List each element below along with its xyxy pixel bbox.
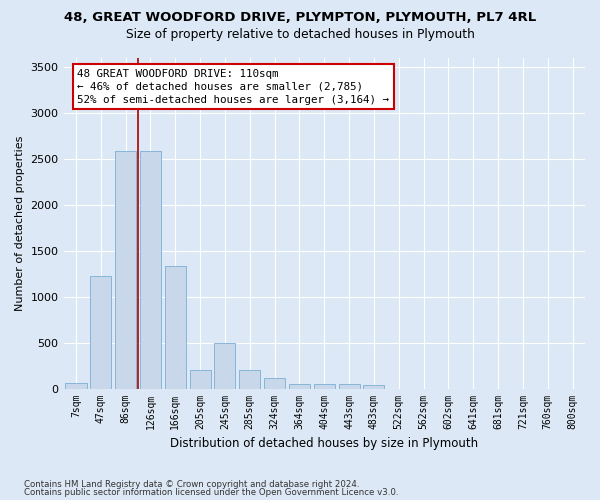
Text: 48, GREAT WOODFORD DRIVE, PLYMPTON, PLYMOUTH, PL7 4RL: 48, GREAT WOODFORD DRIVE, PLYMPTON, PLYM… xyxy=(64,11,536,24)
Bar xyxy=(65,384,86,388)
Bar xyxy=(239,370,260,388)
Y-axis label: Number of detached properties: Number of detached properties xyxy=(15,136,25,310)
Bar xyxy=(289,384,310,388)
Text: 48 GREAT WOODFORD DRIVE: 110sqm
← 46% of detached houses are smaller (2,785)
52%: 48 GREAT WOODFORD DRIVE: 110sqm ← 46% of… xyxy=(77,68,389,105)
Bar xyxy=(140,152,161,388)
Bar xyxy=(264,378,285,388)
Bar xyxy=(190,370,211,388)
Text: Contains HM Land Registry data © Crown copyright and database right 2024.: Contains HM Land Registry data © Crown c… xyxy=(24,480,359,489)
Bar xyxy=(364,385,385,388)
Bar xyxy=(214,344,235,388)
Bar xyxy=(115,152,136,388)
Bar xyxy=(314,384,335,388)
Text: Contains public sector information licensed under the Open Government Licence v3: Contains public sector information licen… xyxy=(24,488,398,497)
Bar xyxy=(90,276,112,388)
Text: Size of property relative to detached houses in Plymouth: Size of property relative to detached ho… xyxy=(125,28,475,41)
Bar xyxy=(165,266,186,388)
X-axis label: Distribution of detached houses by size in Plymouth: Distribution of detached houses by size … xyxy=(170,437,478,450)
Bar xyxy=(338,384,359,388)
